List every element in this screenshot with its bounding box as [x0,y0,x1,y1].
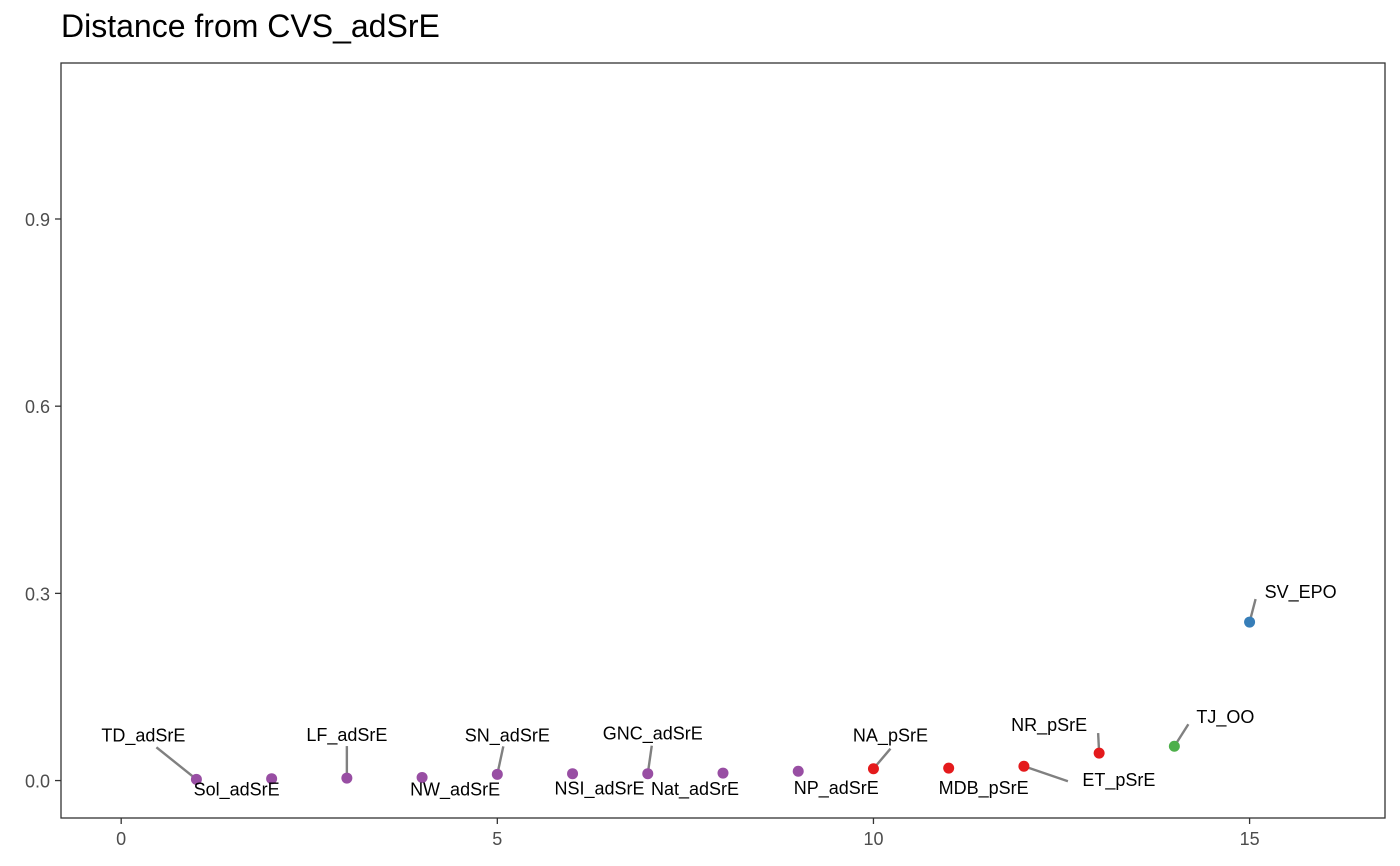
data-point [717,767,729,779]
point-label: LF_adSrE [306,725,387,746]
point-label: SV_EPO [1265,582,1337,603]
x-tick-label: 5 [492,829,502,849]
data-point [867,763,879,775]
point-label: Nat_adSrE [651,779,739,800]
leader-line [496,746,505,771]
point-label: GNC_adSrE [603,724,703,745]
data-point [416,771,428,783]
point-label: MDB_pSrE [939,778,1029,799]
chart-title: Distance from CVS_adSrE [61,8,440,44]
point-label: SN_adSrE [465,725,550,746]
data-point [1018,760,1030,772]
x-tick-label: 0 [116,829,126,849]
leader-line [155,746,195,778]
y-tick-label: 0.3 [25,584,50,604]
leader-line [875,747,892,767]
data-point [567,768,579,780]
data-point [1093,747,1105,759]
x-tick-label: 10 [863,829,883,849]
data-point [341,772,353,784]
axes: 0 5 10 15 0.0 0.3 0.6 0.9 [25,62,1386,849]
data-point [190,773,202,785]
point-label: NR_pSrE [1011,715,1087,736]
data-point [491,768,503,780]
leader-line [1175,723,1190,744]
point-label: NW_adSrE [410,779,500,800]
point-label: NSI_adSrE [555,779,645,800]
point-label: NA_pSrE [853,726,928,747]
y-tick-label: 0.0 [25,772,50,792]
data-point [642,768,654,780]
plot-panel-border [60,62,1386,819]
leader-line [1096,733,1101,750]
data-point [943,762,955,774]
leader-line [1249,598,1257,619]
point-label: TJ_OO [1196,707,1254,728]
point-label: TD_adSrE [101,725,185,746]
y-tick-label: 0.9 [25,210,50,230]
leader-line [647,745,653,770]
leader-lines [155,598,1257,783]
data-points [190,616,1256,785]
point-label: ET_pSrE [1082,770,1155,791]
point-labels: TD_adSrE Sol_adSrE LF_adSrE NW_adSrE SN_adSr… [101,582,1336,801]
point-label: Sol_adSrE [194,780,280,801]
point-label: NP_adSrE [794,778,879,799]
data-point [1168,740,1180,752]
data-point [792,765,804,777]
x-tick-label: 15 [1240,829,1260,849]
leader-line [1027,766,1069,783]
data-point [266,773,278,785]
y-tick-label: 0.6 [25,397,50,417]
data-point [1244,616,1256,628]
